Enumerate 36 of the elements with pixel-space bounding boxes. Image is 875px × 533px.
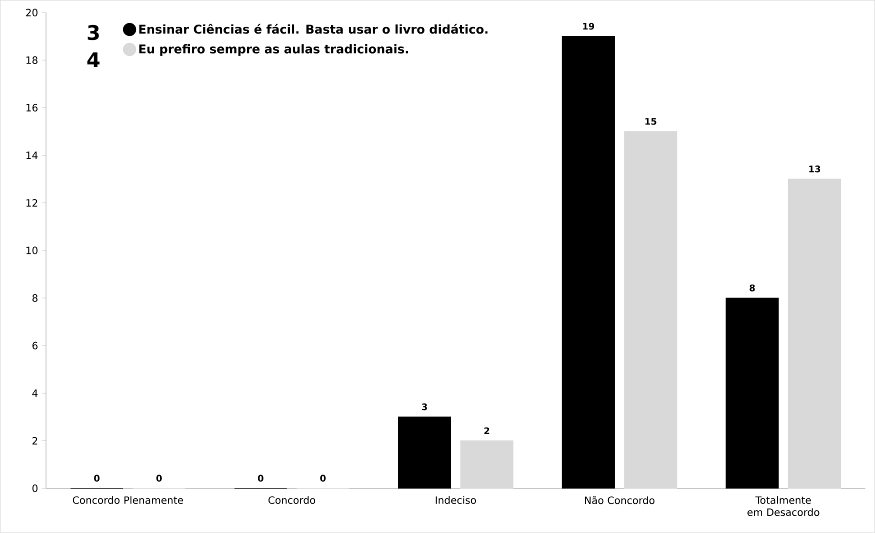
annotation: 3	[88, 24, 99, 40]
y-tick-label: 14	[26, 152, 38, 160]
data-label: 15	[645, 118, 656, 125]
bar	[562, 36, 615, 489]
y-tick-label: 8	[32, 294, 38, 302]
y-tick-label: 2	[32, 437, 38, 445]
data-label: 19	[583, 22, 594, 30]
y-tick-label: 0	[32, 484, 38, 492]
data-label: 0	[320, 474, 326, 482]
legend-label: Ensinar Ciências é fácil. Basta usar o livro didático.	[139, 24, 488, 34]
y-tick-label: 18	[26, 56, 38, 64]
x-tick-label: Não Concordo	[585, 496, 654, 504]
bar	[398, 416, 452, 489]
data-label: 0	[94, 474, 100, 482]
x-tick-label: Totalmente em Desacordo	[747, 496, 820, 516]
y-tick-label: 10	[26, 246, 38, 254]
y-tick-label: 20	[26, 8, 38, 16]
x-tick-label: Indeciso	[436, 496, 476, 504]
x-tick-label: Concordo	[268, 496, 316, 504]
bar	[460, 440, 514, 489]
bar	[624, 131, 678, 489]
data-label: 8	[750, 284, 755, 292]
data-label: 0	[156, 474, 162, 482]
data-label: 2	[484, 427, 490, 434]
bar	[788, 178, 842, 489]
bar	[726, 298, 779, 489]
annotation: 4	[87, 52, 100, 68]
x-tick-label: Concordo Plenamente	[72, 496, 184, 504]
y-tick-label: 16	[26, 104, 38, 112]
y-tick-label: 12	[26, 199, 38, 207]
y-tick-label: 6	[32, 342, 38, 350]
data-label: 3	[422, 403, 427, 410]
y-tick-label: 4	[32, 390, 38, 397]
legend-label: Eu prefiro sempre as aulas tradicionais.	[139, 44, 408, 56]
data-label: 0	[258, 474, 264, 482]
data-label: 13	[809, 166, 820, 172]
